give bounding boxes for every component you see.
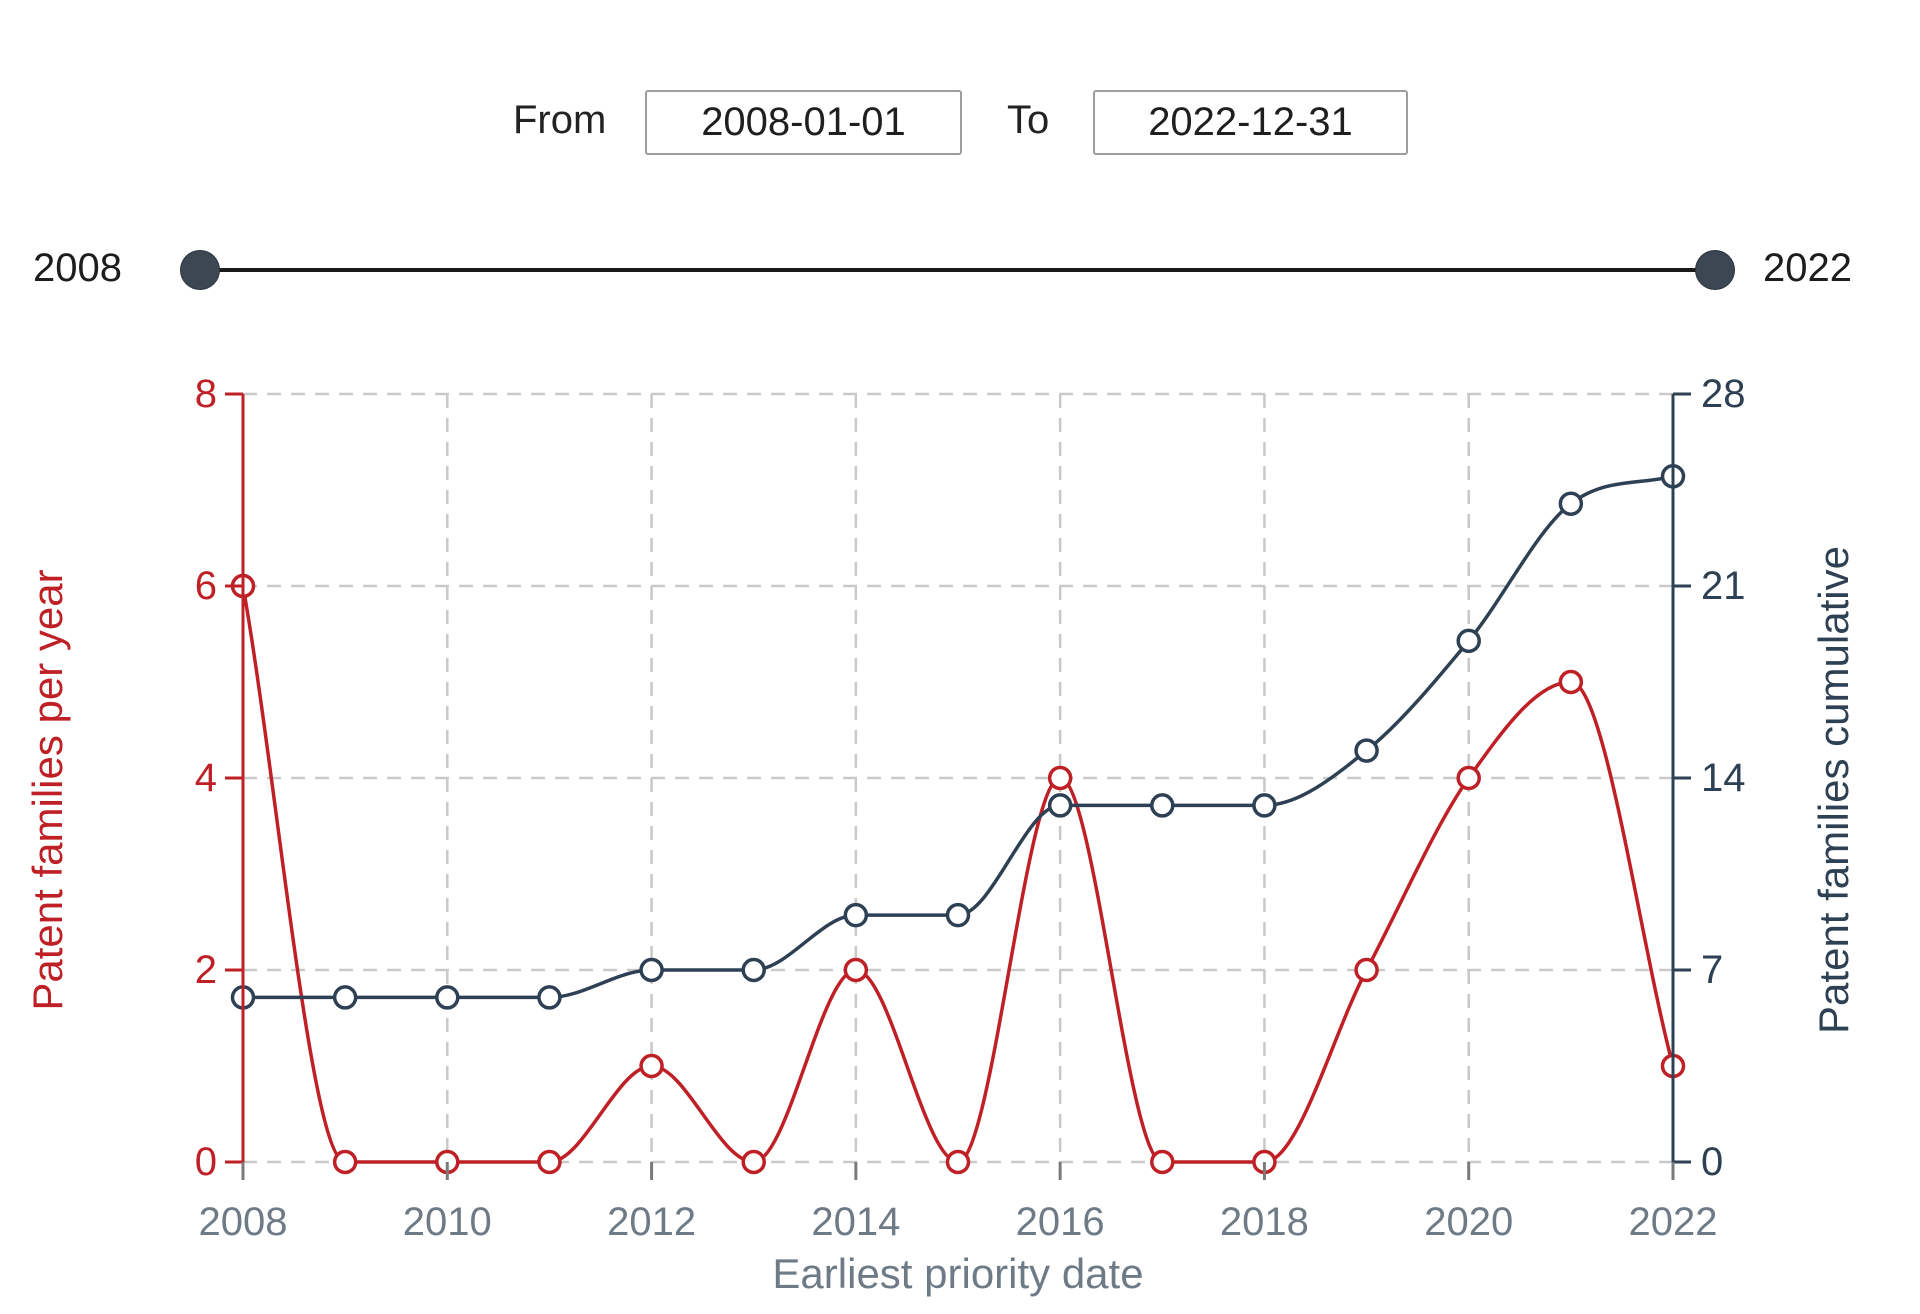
x-tick-label: 2014	[811, 1200, 900, 1244]
x-tick-label: 2012	[607, 1200, 696, 1244]
data-point	[1047, 765, 1073, 791]
data-point	[1558, 491, 1584, 516]
x-axis-ticks	[241, 1162, 1675, 1180]
x-tick-label: 2018	[1220, 1200, 1309, 1244]
data-point	[537, 1149, 562, 1175]
data-point	[741, 957, 766, 983]
x-tick-label: 2010	[403, 1200, 492, 1244]
x-tick-label: 2016	[1016, 1200, 1105, 1244]
data-point	[1252, 793, 1277, 818]
left-axis	[225, 392, 245, 1164]
x-tick-label: 2022	[1629, 1200, 1718, 1244]
from-label: From	[513, 98, 607, 142]
year-range-slider-track[interactable]	[200, 268, 1715, 272]
data-point	[1558, 669, 1584, 695]
tick-labels: 0 2 4 6 8 0 7 14 21 28 2008 2010 2012 2014 2016 2018 202…	[195, 372, 1746, 1244]
left-axis-title: Patent families per year	[24, 569, 71, 1010]
data-point	[1456, 765, 1481, 791]
right-tick-label: 28	[1701, 372, 1746, 416]
data-point	[1354, 957, 1379, 983]
right-tick-label: 14	[1701, 756, 1746, 800]
left-tick-label: 6	[195, 564, 217, 608]
series-per-year	[230, 573, 1686, 1175]
data-point	[1047, 793, 1073, 818]
to-label: To	[1007, 98, 1050, 142]
left-tick-label: 0	[195, 1140, 217, 1184]
slider-min-label: 2008	[33, 246, 122, 290]
right-tick-label: 7	[1701, 948, 1723, 992]
right-axis-title: Patent families cumulative	[1810, 546, 1857, 1034]
left-tick-label: 8	[195, 372, 217, 416]
right-axis	[1671, 392, 1691, 1178]
from-date-input[interactable]	[645, 90, 962, 155]
right-tick-label: 21	[1701, 564, 1746, 608]
data-point	[843, 902, 869, 928]
data-point	[332, 1149, 358, 1175]
data-point	[945, 902, 971, 928]
right-tick-label: 0	[1701, 1140, 1723, 1184]
data-point	[1150, 1149, 1175, 1175]
data-point	[537, 985, 562, 1010]
data-point	[843, 957, 869, 983]
data-point	[741, 1149, 766, 1175]
data-point	[435, 985, 460, 1010]
slider-max-label: 2022	[1763, 246, 1852, 290]
data-point	[1150, 793, 1175, 818]
x-axis-title: Earliest priority date	[772, 1250, 1143, 1297]
data-point	[639, 1053, 664, 1079]
slider-handle-max[interactable]	[1695, 250, 1735, 290]
data-point	[332, 985, 358, 1010]
slider-handle-min[interactable]	[180, 250, 220, 290]
data-point	[945, 1149, 971, 1175]
to-date-input[interactable]	[1093, 90, 1408, 155]
left-tick-label: 2	[195, 948, 217, 992]
x-tick-label: 2020	[1424, 1200, 1513, 1244]
x-tick-label: 2008	[199, 1200, 288, 1244]
data-point	[1456, 628, 1481, 654]
data-point	[1354, 738, 1379, 763]
series-cumulative	[230, 464, 1686, 1010]
data-point	[639, 957, 664, 983]
left-tick-label: 4	[195, 756, 217, 800]
patent-families-chart: 0 2 4 6 8 0 7 14 21 28 2008 2010 2012 2014 2016 2018 202…	[24, 372, 1857, 1297]
